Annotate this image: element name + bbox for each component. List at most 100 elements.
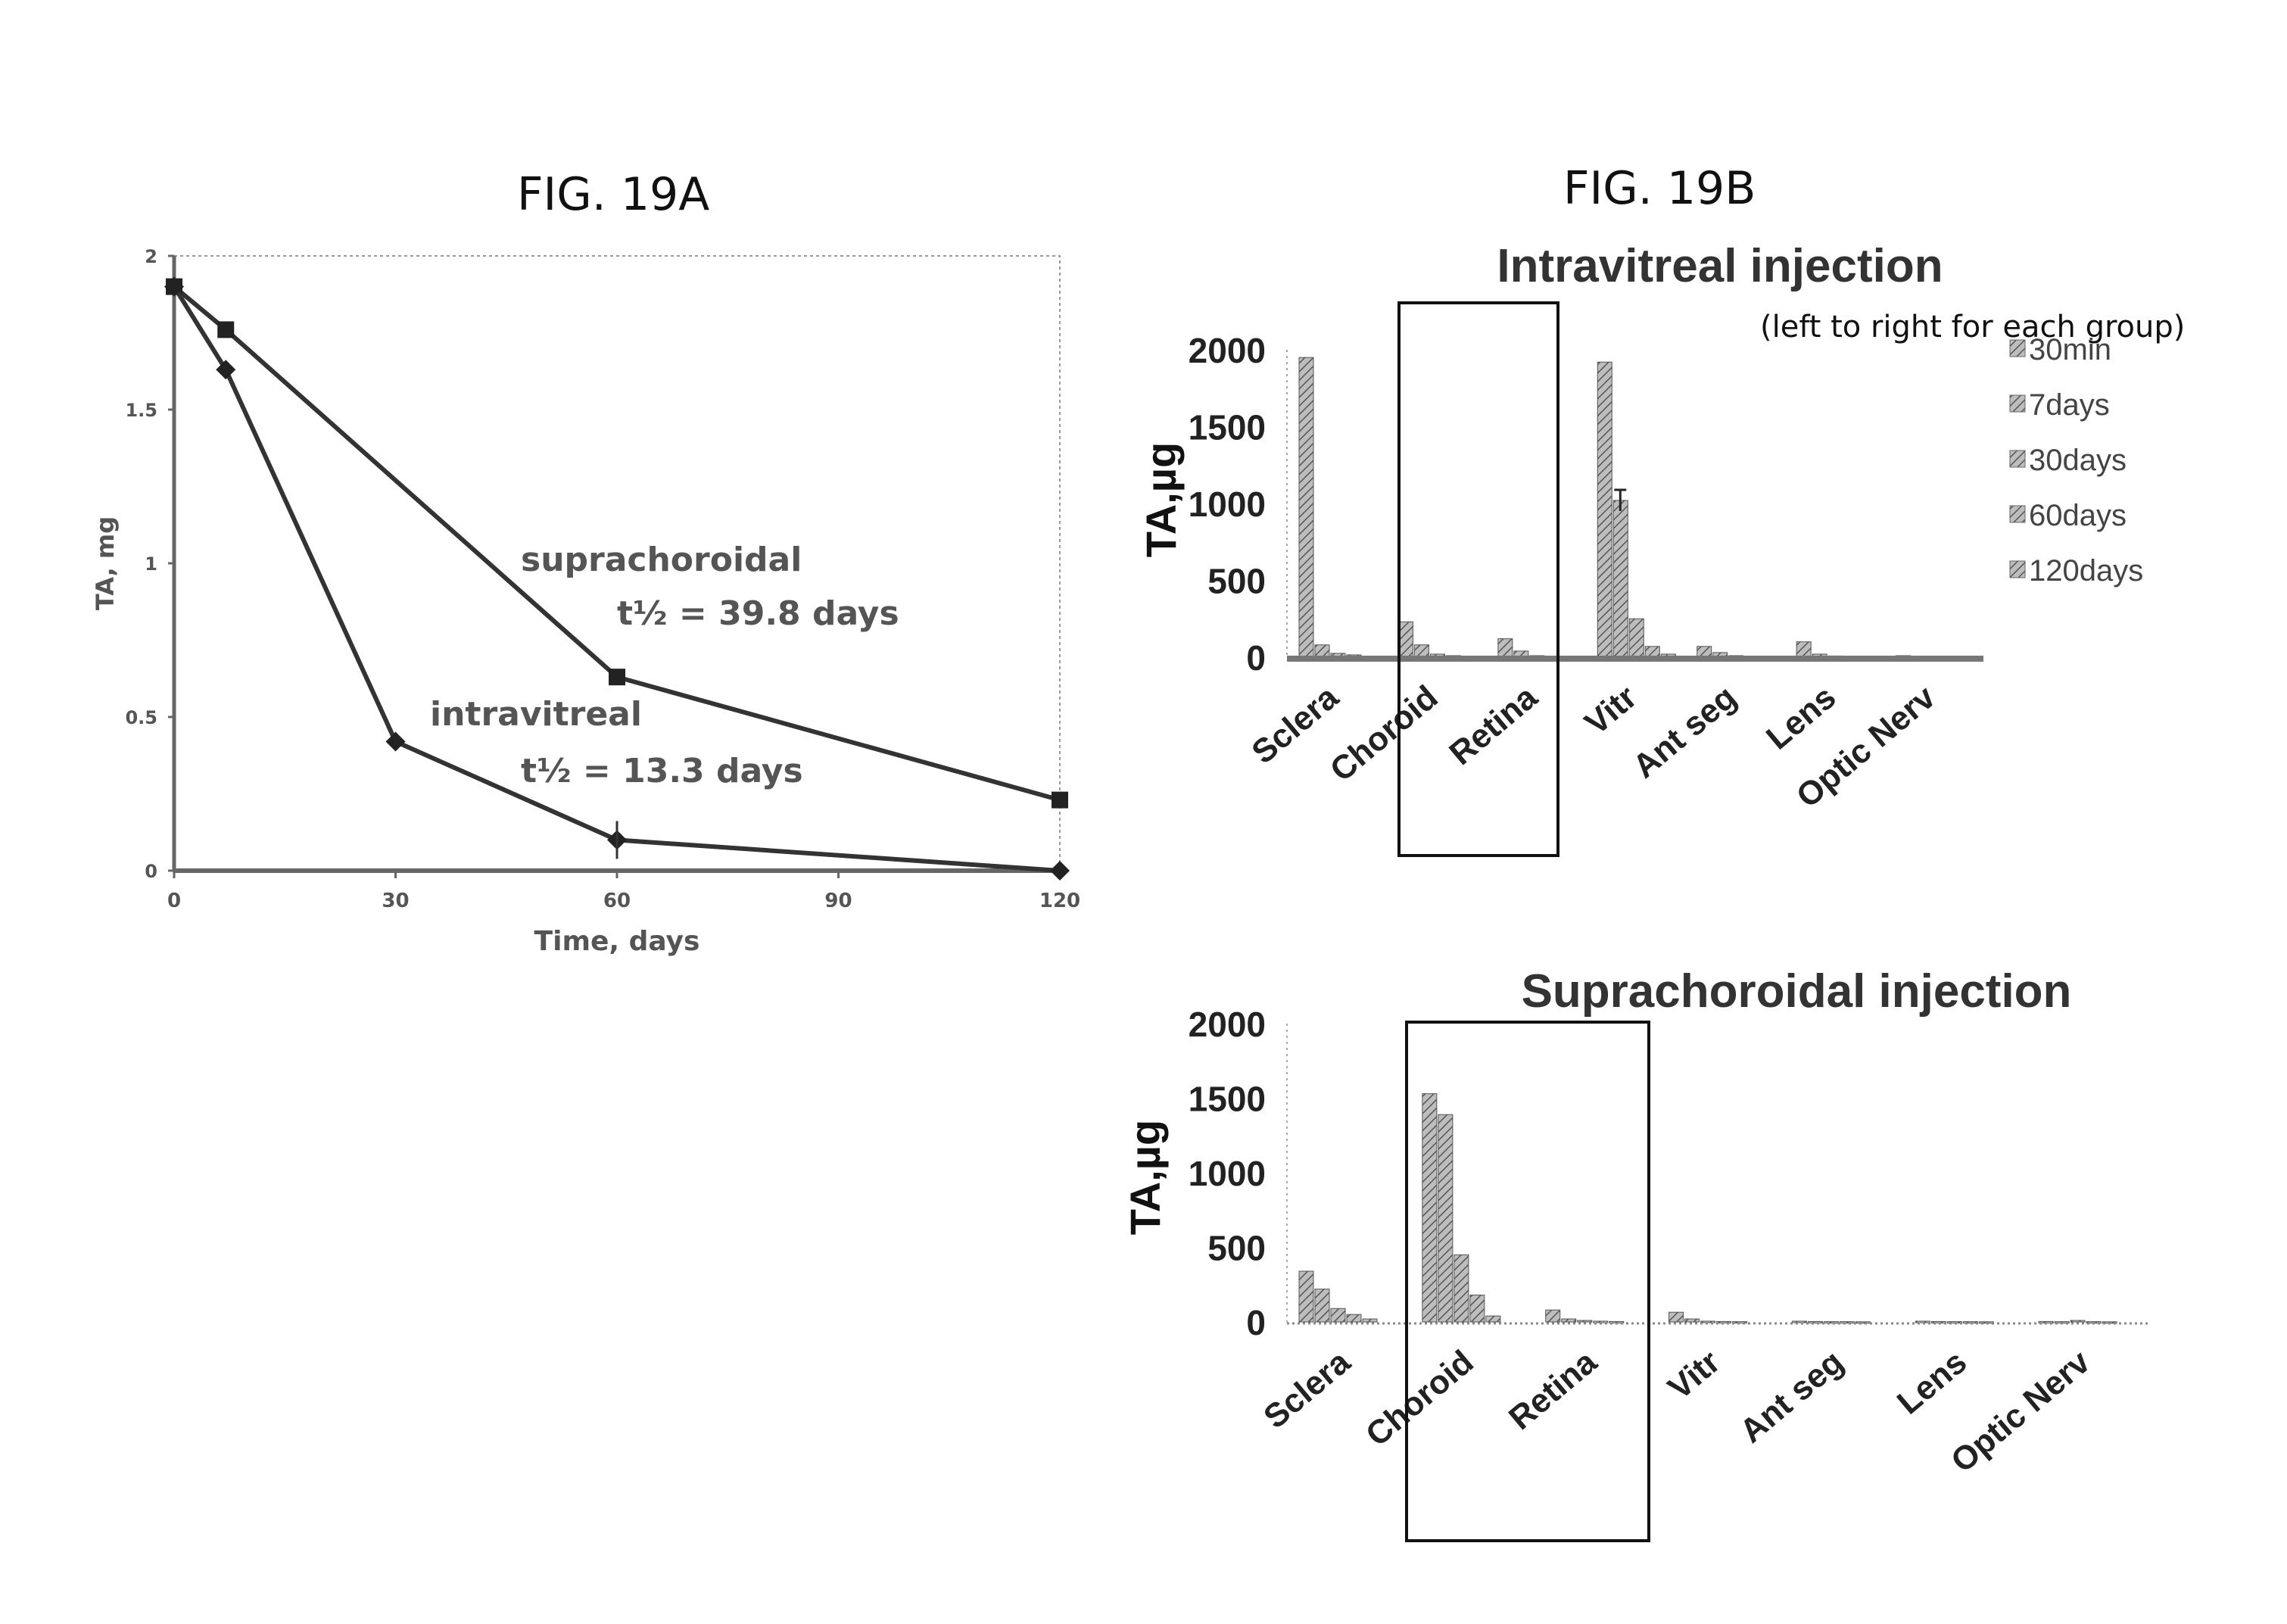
bar-Vitr-30min — [1669, 1312, 1684, 1322]
bar-Choroid-30min — [1398, 622, 1413, 657]
suprachoroidal-bars — [1299, 1094, 2117, 1323]
bar-Sclera-7days — [1315, 645, 1329, 657]
data-point-intravitreal — [1050, 861, 1070, 881]
legend-label: 30min — [2029, 333, 2111, 366]
category-label: Lens — [1890, 1343, 1974, 1422]
y-tick-label: 0.5 — [125, 707, 157, 728]
x-tick-label: 60 — [603, 890, 631, 912]
bar-Choroid-7days — [1414, 645, 1429, 657]
data-point-intravitreal — [386, 731, 406, 751]
category-label: Lens — [1759, 678, 1843, 757]
intravitreal-highlight-box — [1399, 303, 1558, 856]
category-label: Ant seg — [1733, 1343, 1850, 1450]
intravitreal-y-ticks: 0 500 1000 1500 2000 — [1189, 331, 1266, 678]
bar-Ant seg-60days — [1840, 1322, 1854, 1323]
bar-Sclera-30min — [1299, 357, 1313, 657]
y-tick-label: 1 — [145, 553, 157, 575]
x-tick-label: 90 — [824, 890, 852, 912]
suprachoroidal-category-labels: ScleraChoroidRetina VitrAnt seg LensOptic … — [1257, 1343, 2097, 1480]
data-point-suprachoroidal — [609, 669, 625, 685]
bar-Sclera-7days — [1315, 1289, 1329, 1322]
intravitreal-category-labels: ScleraChoroidRetinaVitrAnt segLensOptic … — [1245, 678, 1943, 815]
category-label: Retina — [1442, 678, 1544, 772]
category-label: Sclera — [1257, 1343, 1357, 1436]
suprachoroidal-title: Suprachoroidal injection — [1522, 965, 2072, 1018]
y-tick-label: 0 — [1246, 1303, 1266, 1342]
bar-Retina-30min — [1546, 1310, 1560, 1322]
bar-Retina-7days — [1562, 1319, 1576, 1322]
y-tick-label: 1000 — [1189, 485, 1266, 524]
y-tick-label: 2 — [145, 246, 157, 267]
bar-Retina-30days — [1578, 1320, 1592, 1322]
y-tick-label: 500 — [1207, 1229, 1266, 1268]
legend: 30min7days30days60days120days — [2010, 333, 2143, 588]
bar-Optic Nerv-30days — [2070, 1320, 2085, 1322]
category-label: Retina — [1502, 1343, 1604, 1437]
bar-Choroid-60days — [1470, 1295, 1485, 1322]
data-point-suprachoroidal — [217, 321, 234, 338]
fig-19a-y-ticks: 0 0.5 1 1.5 2 — [125, 246, 174, 882]
fig-19a-x-axis-label: Time, days — [534, 926, 700, 957]
y-tick-label: 0 — [145, 861, 157, 882]
y-tick-label: 1.5 — [125, 400, 157, 421]
y-tick-label: 2000 — [1189, 331, 1266, 370]
bar-Sclera-30min — [1299, 1271, 1313, 1322]
fig-19b-suprachoroidal-chart: Suprachoroidal injection TA,µg 0 500 1000 1… — [1121, 965, 2150, 1541]
fig-19b-intravitreal-chart: Intravitreal injection (left to right fo… — [1137, 240, 2185, 856]
bar-Ant seg-7days — [1808, 1321, 1822, 1323]
bar-Choroid-7days — [1438, 1114, 1453, 1322]
intravitreal-y-axis-label: TA,µg — [1137, 442, 1185, 558]
category-label: Vitr — [1661, 1343, 1727, 1407]
suprachoroidal-y-ticks: 0 500 1000 1500 2000 — [1189, 1005, 1266, 1342]
category-label: Optic Nerv — [1944, 1343, 2097, 1480]
intravitreal-title: Intravitreal injection — [1497, 240, 1943, 292]
fig-19a-y-axis-label: TA, mg — [91, 516, 120, 610]
supra-half-life: t½ = 39.8 days — [617, 594, 899, 633]
bar-Ant seg-30min — [1792, 1321, 1806, 1323]
x-tick-label: 30 — [382, 890, 409, 912]
category-label: Choroid — [1323, 678, 1445, 789]
bar-Vitr-30min — [1597, 362, 1612, 657]
intra-half-life: t½ = 13.3 days — [521, 752, 803, 790]
intra-label: intravitreal — [430, 695, 642, 734]
legend-label: 30days — [2029, 444, 2127, 477]
bar-Lens-30min — [1796, 642, 1811, 657]
y-tick-label: 1000 — [1189, 1154, 1266, 1193]
category-label: Vitr — [1578, 678, 1644, 742]
supra-label: suprachoroidal — [521, 541, 802, 579]
x-tick-label: 0 — [167, 890, 181, 912]
legend-swatch — [2010, 506, 2025, 522]
bar-Retina-30min — [1498, 639, 1513, 657]
bar-Choroid-30days — [1454, 1255, 1469, 1322]
x-tick-label: 120 — [1039, 890, 1080, 912]
bar-Sclera-60days — [1347, 1314, 1361, 1322]
bar-Choroid-120days — [1486, 1316, 1500, 1322]
legend-swatch — [2010, 450, 2025, 467]
group-order-note: (left to right for each group) — [1760, 310, 2185, 344]
legend-swatch — [2010, 340, 2025, 357]
y-tick-label: 1500 — [1189, 1080, 1266, 1119]
category-label: Choroid — [1359, 1343, 1481, 1454]
category-label: Ant seg — [1626, 678, 1743, 785]
data-point-suprachoroidal — [1052, 792, 1068, 809]
fig-19a-x-ticks: 0 30 60 90 120 — [167, 871, 1080, 912]
legend-swatch — [2010, 561, 2025, 578]
bar-Vitr-7days — [1685, 1319, 1700, 1322]
bar-Sclera-120days — [1363, 1319, 1377, 1322]
legend-label: 7days — [2029, 388, 2110, 422]
y-tick-label: 1500 — [1189, 408, 1266, 447]
y-tick-label: 0 — [1246, 638, 1266, 678]
fig-19a-chart: 0 0.5 1 1.5 2 0 30 60 90 120 Time, days TA, mg s… — [91, 246, 1080, 957]
legend-label: 60days — [2029, 499, 2127, 532]
y-tick-label: 500 — [1207, 562, 1266, 601]
bar-Ant seg-120days — [1855, 1322, 1870, 1323]
bar-Sclera-30days — [1331, 1308, 1345, 1322]
bar-Vitr-30days — [1629, 619, 1644, 657]
bar-Ant seg-30days — [1824, 1322, 1838, 1323]
y-tick-label: 2000 — [1189, 1005, 1266, 1044]
suprachoroidal-y-axis-label: TA,µg — [1121, 1120, 1169, 1236]
bar-Ant seg-30min — [1697, 647, 1712, 657]
legend-swatch — [2010, 395, 2025, 412]
bar-Vitr-60days — [1645, 647, 1659, 657]
